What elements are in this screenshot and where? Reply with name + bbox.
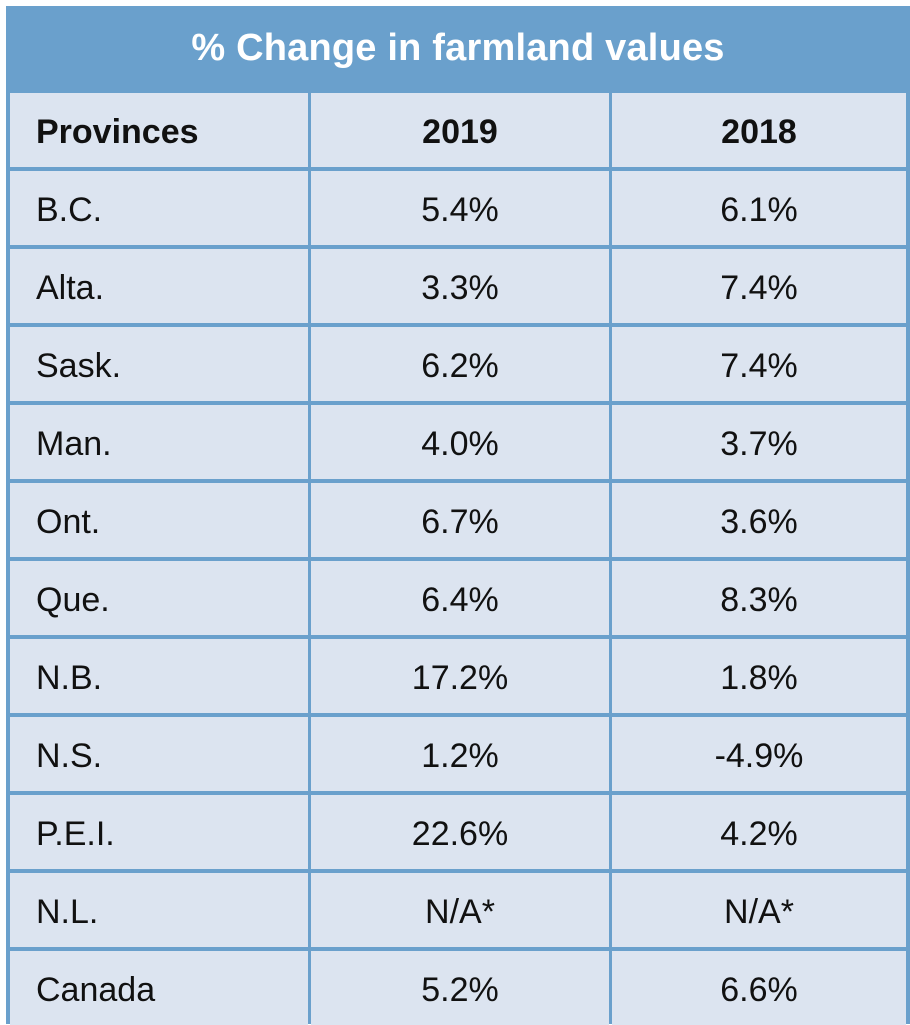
value-2019-cell: 22.6% xyxy=(311,795,609,869)
value-2018-cell: 6.6% xyxy=(612,951,906,1025)
value-2018-cell: 7.4% xyxy=(612,327,906,401)
province-cell: N.L. xyxy=(10,873,308,947)
value-2018-cell: 3.6% xyxy=(612,483,906,557)
value-2018-cell: 1.8% xyxy=(612,639,906,713)
value-2018-cell: 3.7% xyxy=(612,405,906,479)
province-cell: Alta. xyxy=(10,249,308,323)
province-cell: N.S. xyxy=(10,717,308,791)
value-2019-cell: 17.2% xyxy=(311,639,609,713)
table-grid: Provinces 2019 2018 B.C. 5.4% 6.1% Alta.… xyxy=(10,93,906,1025)
farmland-values-table: % Change in farmland values Provinces 20… xyxy=(6,6,910,1025)
province-cell: Ont. xyxy=(10,483,308,557)
value-2019-cell: N/A* xyxy=(311,873,609,947)
value-2018-cell: N/A* xyxy=(612,873,906,947)
value-2018-cell: 6.1% xyxy=(612,171,906,245)
value-2018-cell: 8.3% xyxy=(612,561,906,635)
province-cell: N.B. xyxy=(10,639,308,713)
value-2019-cell: 3.3% xyxy=(311,249,609,323)
province-cell: Que. xyxy=(10,561,308,635)
province-cell: Man. xyxy=(10,405,308,479)
province-cell: B.C. xyxy=(10,171,308,245)
value-2019-cell: 5.2% xyxy=(311,951,609,1025)
table-title: % Change in farmland values xyxy=(191,26,725,69)
value-2019-cell: 1.2% xyxy=(311,717,609,791)
value-2018-cell: -4.9% xyxy=(612,717,906,791)
column-header-2019: 2019 xyxy=(311,93,609,167)
column-header-provinces: Provinces xyxy=(10,93,308,167)
province-cell: Canada xyxy=(10,951,308,1025)
province-cell: P.E.I. xyxy=(10,795,308,869)
value-2019-cell: 5.4% xyxy=(311,171,609,245)
column-header-2018: 2018 xyxy=(612,93,906,167)
value-2019-cell: 6.7% xyxy=(311,483,609,557)
value-2018-cell: 7.4% xyxy=(612,249,906,323)
value-2019-cell: 6.2% xyxy=(311,327,609,401)
value-2019-cell: 4.0% xyxy=(311,405,609,479)
value-2019-cell: 6.4% xyxy=(311,561,609,635)
value-2018-cell: 4.2% xyxy=(612,795,906,869)
province-cell: Sask. xyxy=(10,327,308,401)
